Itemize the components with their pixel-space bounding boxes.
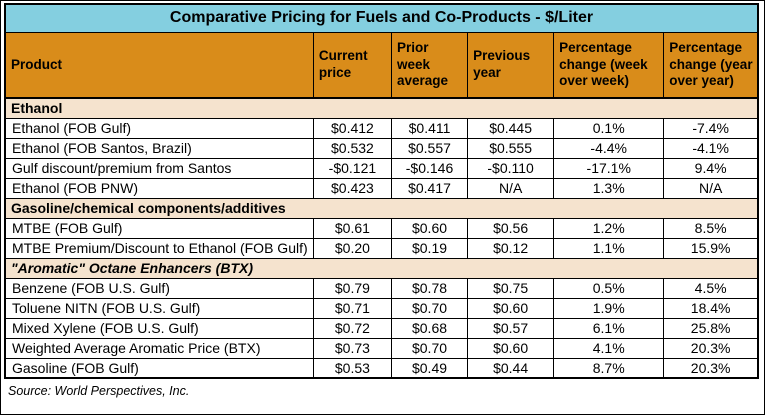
value-cell: $0.60 [467,337,555,359]
value-cell: $0.57 [467,317,555,339]
table-row: MTBE (FOB Gulf) $0.61 $0.60 $0.56 1.2% 8.5% [4,217,759,239]
product-cell: MTBE Premium/Discount to Ethanol (FOB Gu… [4,237,314,259]
title-row: Comparative Pricing for Fuels and Co-Pro… [4,3,759,33]
value-cell: N/A [467,177,555,199]
value-cell: $0.19 [390,237,469,259]
table-body: Ethanol Ethanol (FOB Gulf) $0.412 $0.411 $0.… [4,97,759,379]
value-cell: $0.70 [390,297,469,319]
value-cell: $0.60 [467,297,555,319]
column-header: Product [4,31,314,99]
value-cell: 1.1% [553,237,665,259]
value-cell: $0.12 [467,237,555,259]
product-cell: Ethanol (FOB PNW) [4,177,314,199]
table-row: MTBE Premium/Discount to Ethanol (FOB Gu… [4,237,759,259]
product-cell: MTBE (FOB Gulf) [4,217,314,239]
value-cell: -4.4% [553,137,665,159]
value-cell: $0.555 [467,137,555,159]
table-row: Weighted Average Aromatic Price (BTX) $0.… [4,337,759,359]
value-cell: $0.75 [467,277,555,299]
product-cell: Ethanol (FOB Santos, Brazil) [4,137,314,159]
value-cell: $0.532 [312,137,392,159]
value-cell: 18.4% [663,297,759,319]
value-cell: $0.417 [390,177,469,199]
value-cell: $0.20 [312,237,392,259]
column-header: Previous year [467,31,555,99]
value-cell: -4.1% [663,137,759,159]
value-cell: $0.53 [312,357,392,379]
column-header: Prior week average [390,31,469,99]
table-row: Gasoline (FOB Gulf) $0.53 $0.49 $0.44 8.7% 20… [4,357,759,379]
value-cell: -$0.146 [390,157,469,179]
value-cell: $0.56 [467,217,555,239]
value-cell: 0.1% [553,117,665,139]
value-cell: $0.44 [467,357,555,379]
table-title: Comparative Pricing for Fuels and Co-Pro… [4,3,759,33]
table-row: Ethanol (FOB Gulf) $0.412 $0.411 $0.445 0.1%… [4,117,759,139]
value-cell: $0.72 [312,317,392,339]
column-header: Current price [312,31,392,99]
column-header: Percentage change (week over week) [553,31,665,99]
value-cell: 4.1% [553,337,665,359]
value-cell: $0.411 [390,117,469,139]
value-cell: $0.70 [390,337,469,359]
pricing-table: Comparative Pricing for Fuels and Co-Pro… [4,3,759,380]
value-cell: $0.71 [312,297,392,319]
product-cell: Gasoline (FOB Gulf) [4,357,314,379]
value-cell: N/A [663,177,759,199]
section-row: "Aromatic" Octane Enhancers (BTX) [4,257,759,279]
section-row: Ethanol [4,97,759,119]
product-cell: Gulf discount/premium from Santos [4,157,314,179]
value-cell: 20.3% [663,357,759,379]
product-cell: Toluene NITN (FOB U.S. Gulf) [4,297,314,319]
value-cell: 1.3% [553,177,665,199]
value-cell: $0.49 [390,357,469,379]
value-cell: 9.4% [663,157,759,179]
value-cell: $0.423 [312,177,392,199]
value-cell: $0.79 [312,277,392,299]
value-cell: 15.9% [663,237,759,259]
section-label: Gasoline/chemical components/additives [4,197,759,219]
product-cell: Mixed Xylene (FOB U.S. Gulf) [4,317,314,339]
value-cell: $0.68 [390,317,469,339]
product-cell: Ethanol (FOB Gulf) [4,117,314,139]
value-cell: 1.9% [553,297,665,319]
table-row: Ethanol (FOB Santos, Brazil) $0.532 $0.557… [4,137,759,159]
value-cell: $0.445 [467,117,555,139]
value-cell: 6.1% [553,317,665,339]
value-cell: $0.60 [390,217,469,239]
value-cell: $0.73 [312,337,392,359]
table-row: Ethanol (FOB PNW) $0.423 $0.417 N/A 1.3% N/A [4,177,759,199]
table-row: Mixed Xylene (FOB U.S. Gulf) $0.72 $0.68 $0… [4,317,759,339]
source-note: Source: World Perspectives, Inc. [8,384,190,399]
value-cell: 0.5% [553,277,665,299]
table-row: Benzene (FOB U.S. Gulf) $0.79 $0.78 $0.75 0.… [4,277,759,299]
value-cell: 25.8% [663,317,759,339]
value-cell: $0.557 [390,137,469,159]
section-label: "Aromatic" Octane Enhancers (BTX) [4,257,759,279]
value-cell: $0.78 [390,277,469,299]
column-header: Percentage change (year over year) [663,31,759,99]
value-cell: 8.5% [663,217,759,239]
product-cell: Benzene (FOB U.S. Gulf) [4,277,314,299]
value-cell: -$0.121 [312,157,392,179]
value-cell: 8.7% [553,357,665,379]
value-cell: -17.1% [553,157,665,179]
value-cell: -7.4% [663,117,759,139]
table-row: Toluene NITN (FOB U.S. Gulf) $0.71 $0.70 $0… [4,297,759,319]
header-row: Product Current price Prior week average Pr… [4,31,759,99]
section-label: Ethanol [4,97,759,119]
value-cell: -$0.110 [467,157,555,179]
section-row: Gasoline/chemical components/additives [4,197,759,219]
value-cell: 4.5% [663,277,759,299]
product-cell: Weighted Average Aromatic Price (BTX) [4,337,314,359]
value-cell: 1.2% [553,217,665,239]
value-cell: 20.3% [663,337,759,359]
value-cell: $0.61 [312,217,392,239]
table-row: Gulf discount/premium from Santos -$0.121… [4,157,759,179]
value-cell: $0.412 [312,117,392,139]
